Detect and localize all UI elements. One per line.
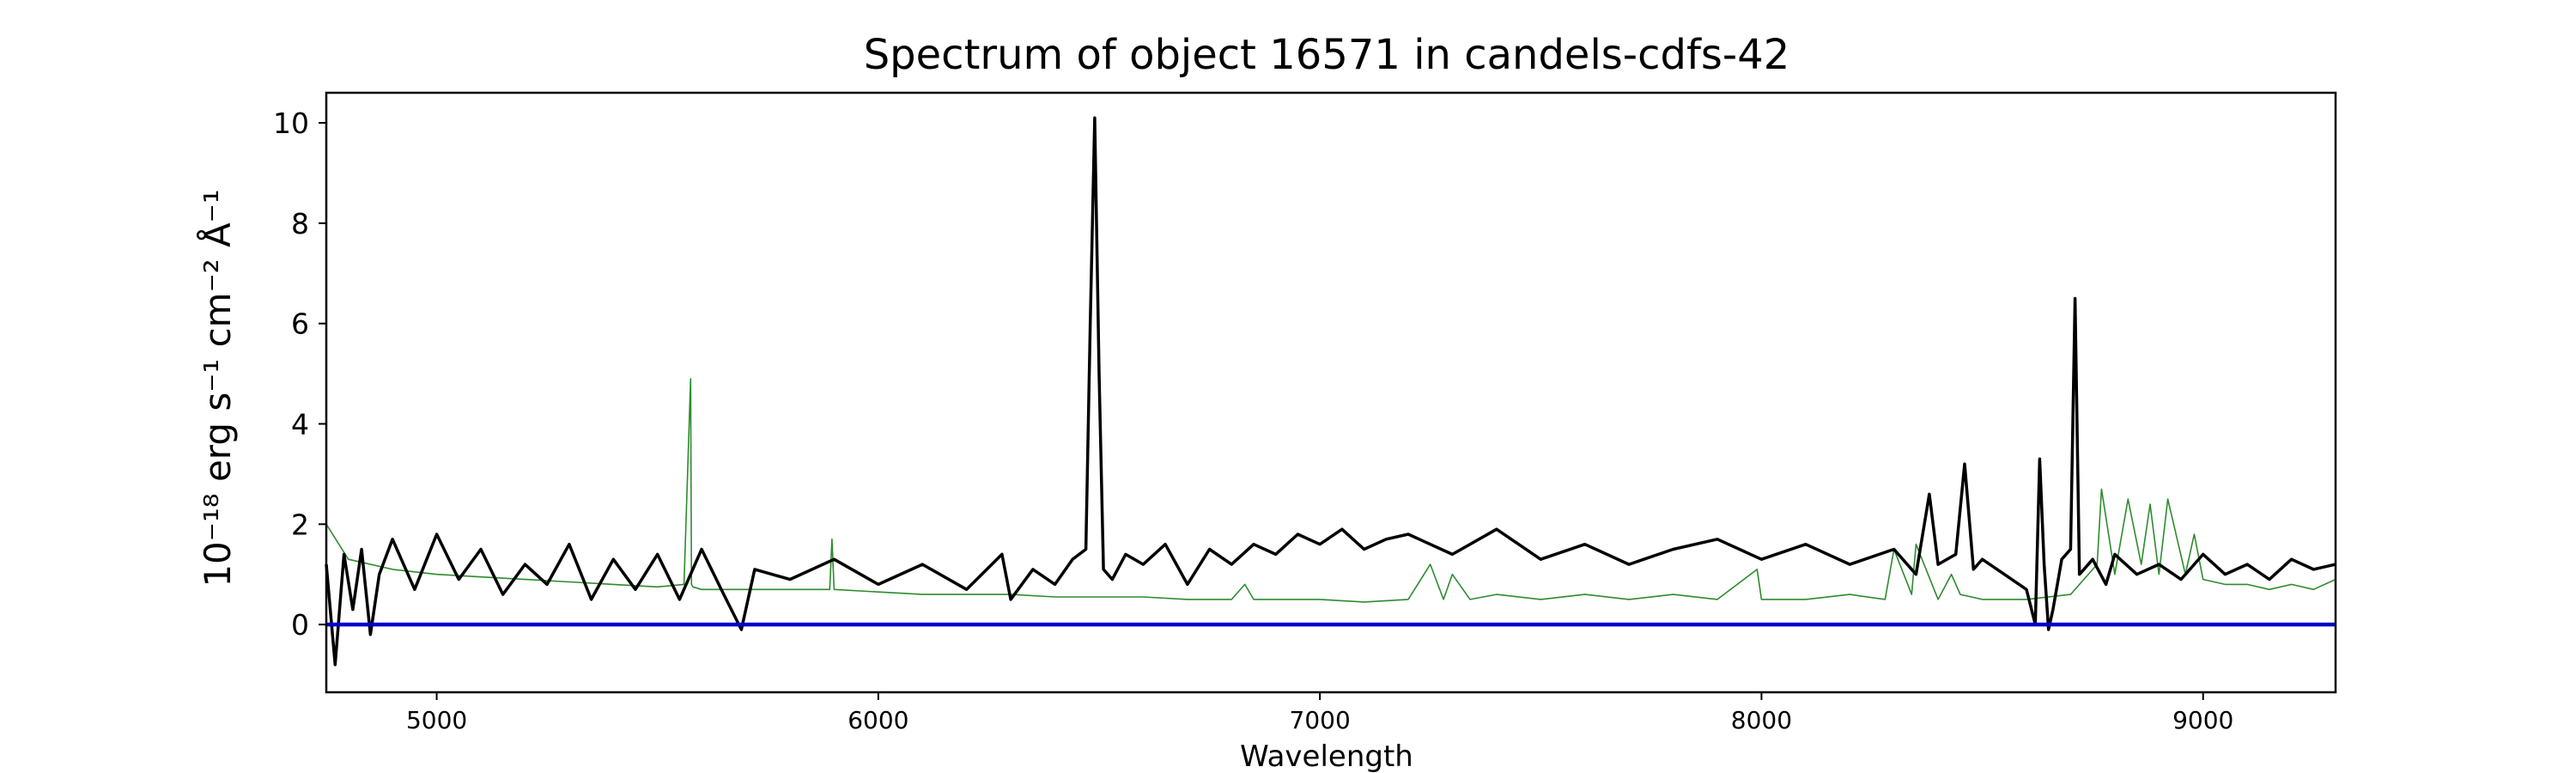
y-tick-label: 4 [291,408,309,441]
x-tick-label: 7000 [1290,706,1351,734]
y-tick-label: 10 [273,107,309,140]
plot-area [325,116,2336,666]
y-tick-label: 2 [291,508,309,541]
y-tick-label: 6 [291,307,309,341]
x-tick-label: 5000 [406,706,467,734]
y-axis-label: 10⁻¹⁸ erg s⁻¹ cm⁻² Å⁻¹ [196,189,239,587]
y-tick-label: 0 [291,608,309,642]
plot-frame [325,91,2337,694]
x-tick-label: 9000 [2172,706,2233,734]
x-tick-label: 6000 [848,706,908,734]
chart-title: Spectrum of object 16571 in candels-cdfs… [864,31,1790,79]
y-tick-label: 8 [291,207,309,240]
series-line-sky [325,378,2336,603]
x-tick-label: 8000 [1731,706,1792,734]
series-line-flux [325,116,2336,666]
axis-ticks: 5000 6000 7000 8000 9000 0 2 4 6 8 10 [273,107,2233,734]
x-axis-label: Wavelength [1240,740,1413,773]
